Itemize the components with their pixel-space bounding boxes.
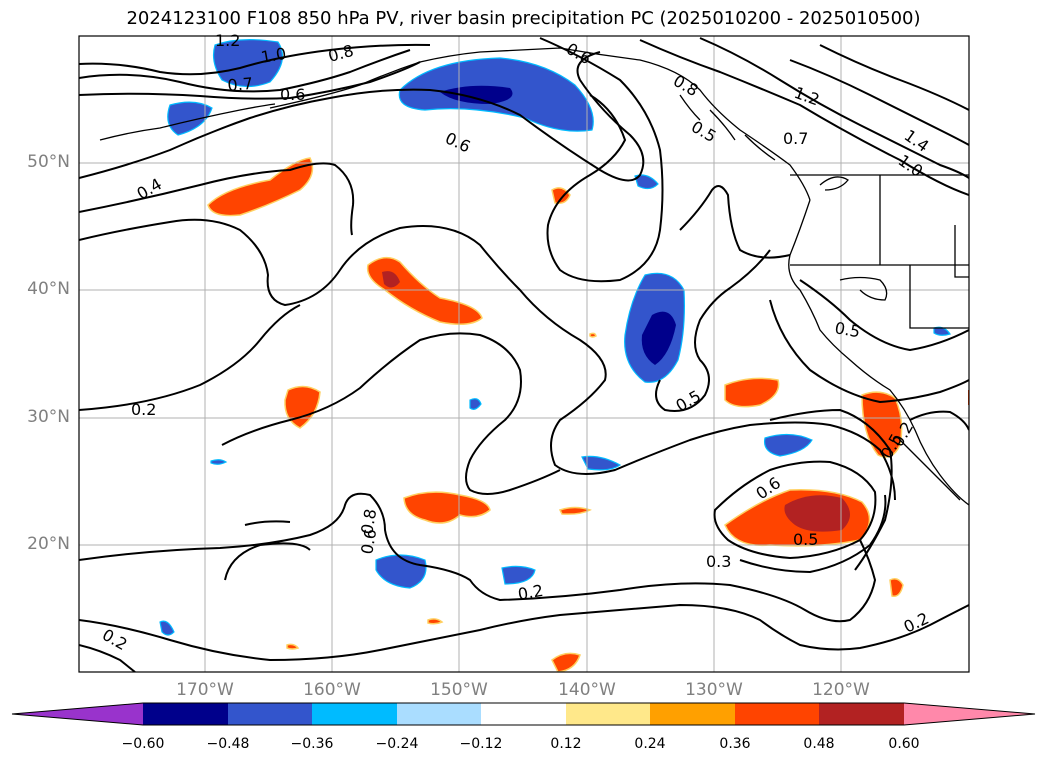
contour-label: 1.0 xyxy=(259,44,287,67)
map-area xyxy=(79,36,969,672)
lon-label: 170°W xyxy=(176,680,234,700)
lat-label: 40°N xyxy=(27,279,70,299)
pv-contours xyxy=(79,37,969,672)
lon-label: 150°W xyxy=(430,680,488,700)
colorbar-tick: −0.60 xyxy=(121,736,165,752)
contour-label: 0.6 xyxy=(280,85,305,104)
lon-label: 160°W xyxy=(303,680,361,700)
colorbar-tick: 0.24 xyxy=(634,736,666,752)
colorbar-tick: 0.48 xyxy=(803,736,835,752)
map-frame xyxy=(78,35,970,673)
lon-label: 130°W xyxy=(685,680,743,700)
colorbar-swatch xyxy=(481,703,566,725)
contour-label: 1.2 xyxy=(215,31,240,50)
colorbar-swatch xyxy=(819,703,904,725)
colorbar-tick: −0.12 xyxy=(459,736,503,752)
contour-label: 0.8 xyxy=(357,507,380,535)
colorbar-swatch xyxy=(397,703,481,725)
colorbar xyxy=(11,702,1036,726)
negative-precip-shading xyxy=(159,39,951,636)
lat-label: 30°N xyxy=(27,407,70,427)
colorbar-swatch xyxy=(566,703,650,725)
colorbar-tick: 0.60 xyxy=(888,736,920,752)
contour-label: 0.5 xyxy=(833,318,861,341)
lon-label: 120°W xyxy=(812,680,870,700)
contour-label: 0.7 xyxy=(783,129,808,148)
colorbar-tick: −0.36 xyxy=(290,736,334,752)
colorbar-over-arrow xyxy=(904,703,1035,725)
map-title: 2024123100 F108 850 hPa PV, river basin … xyxy=(126,8,921,29)
colorbar-swatch xyxy=(143,703,228,725)
contour-label: 0.2 xyxy=(516,581,544,604)
lat-label: 20°N xyxy=(27,534,70,554)
colorbar-tick: −0.48 xyxy=(206,736,250,752)
coastlines xyxy=(99,47,969,506)
colorbar-swatch xyxy=(650,703,735,725)
lat-label: 50°N xyxy=(27,152,70,172)
colorbar-tick: 0.36 xyxy=(719,736,751,752)
colorbar-tick: 0.12 xyxy=(550,736,582,752)
graticule xyxy=(79,36,969,672)
colorbar-swatch xyxy=(735,703,819,725)
contour-label: 0.2 xyxy=(131,400,156,419)
colorbar-swatch xyxy=(312,703,397,725)
contour-label: 0.5 xyxy=(793,530,818,549)
contour-label: 0.3 xyxy=(706,552,731,571)
colorbar-swatch xyxy=(228,703,312,725)
colorbar-tick: −0.24 xyxy=(375,736,419,752)
contour-label: 0.6 xyxy=(357,527,380,555)
lon-label: 140°W xyxy=(558,680,616,700)
colorbar-under-arrow xyxy=(12,703,143,725)
contour-label: 0.7 xyxy=(227,74,254,95)
